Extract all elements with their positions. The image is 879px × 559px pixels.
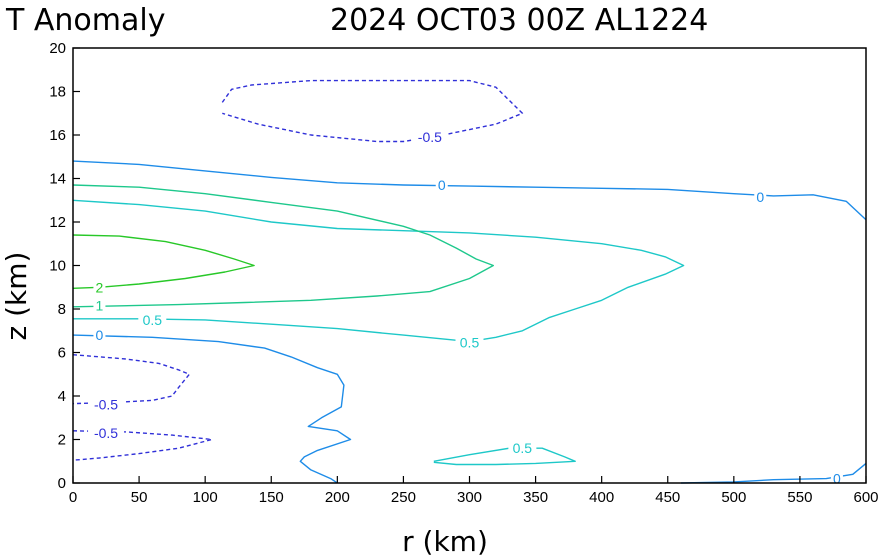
contour-line — [72, 199, 685, 343]
contour-label-bg — [455, 334, 484, 351]
contour-label-bg — [508, 440, 537, 457]
contour-label-bg — [138, 311, 167, 328]
contour-label-bg — [93, 279, 106, 296]
y-tick-label: 4 — [58, 388, 66, 405]
plot-frame — [72, 47, 867, 484]
contour-lines — [72, 79, 867, 484]
contour-label: 0.5 — [513, 440, 533, 456]
x-tick-label: 300 — [457, 489, 482, 506]
y-tick-label: 16 — [49, 127, 66, 144]
x-tick-label: 150 — [259, 489, 284, 506]
y-tick-label: 8 — [58, 301, 66, 318]
contour-line — [433, 447, 576, 466]
contour-label: 1 — [96, 298, 104, 314]
y-tick-label: 20 — [49, 40, 66, 57]
contour-label-bg — [435, 177, 448, 194]
contour-labels: -0.5 -0.5 -0.5 0 0 0 0 0.5 0.5 0.5 1 2 — [88, 129, 843, 487]
x-tick-label: 50 — [131, 489, 148, 506]
contour-line — [72, 160, 867, 221]
contour-label-bg — [88, 424, 125, 441]
x-axis-title: r (km) — [402, 525, 488, 558]
y-axis-ticks: 0 2 4 6 8 10 12 14 16 18 20 — [49, 40, 80, 492]
x-tick-label: 450 — [655, 489, 680, 506]
contour-label-bg — [93, 327, 106, 344]
contour-line — [72, 354, 190, 405]
contour-label: -0.5 — [94, 397, 118, 413]
x-tick-label: 200 — [325, 489, 350, 506]
contour-label: 0 — [438, 177, 446, 193]
x-tick-label: 550 — [787, 489, 812, 506]
x-tick-label: 600 — [853, 489, 878, 506]
contour-line — [221, 79, 524, 143]
x-tick-label: 350 — [523, 489, 548, 506]
x-tick-label: 0 — [69, 489, 77, 506]
contour-label: 0 — [756, 189, 764, 205]
y-tick-label: 18 — [49, 84, 66, 101]
chart-title-right: 2024 OCT03 00Z AL1224 — [330, 3, 708, 38]
contour-label: -0.5 — [418, 129, 442, 145]
contour-label: 0 — [96, 327, 104, 343]
contour-line — [72, 334, 352, 484]
contour-label-bg — [88, 396, 125, 413]
x-axis-ticks: 0 50 100 150 200 250 300 350 400 450 500 550 600 — [69, 476, 879, 506]
x-tick-label: 400 — [589, 489, 614, 506]
contour-line — [72, 234, 255, 289]
contour-label: 2 — [96, 279, 104, 295]
contour-label: 0.5 — [143, 312, 163, 328]
y-tick-label: 14 — [49, 171, 66, 188]
chart-title-left: T Anomaly — [5, 3, 165, 38]
x-tick-label: 250 — [391, 489, 416, 506]
x-tick-label: 100 — [193, 489, 218, 506]
y-tick-label: 10 — [49, 258, 66, 275]
y-tick-label: 2 — [58, 432, 66, 449]
contour-line — [72, 430, 213, 461]
contour-label: 0.5 — [460, 335, 480, 351]
contour-label-bg — [754, 188, 767, 205]
y-tick-label: 6 — [58, 345, 66, 362]
y-tick-label: 0 — [58, 475, 66, 492]
contour-line — [72, 184, 494, 308]
y-axis-title: z (km) — [0, 252, 33, 341]
contour-label: 0 — [833, 471, 841, 487]
contour-label-bg — [411, 129, 448, 146]
x-tick-label: 500 — [721, 489, 746, 506]
contour-label-bg — [93, 297, 106, 314]
y-tick-label: 12 — [49, 214, 66, 231]
contour-label: -0.5 — [94, 425, 118, 441]
